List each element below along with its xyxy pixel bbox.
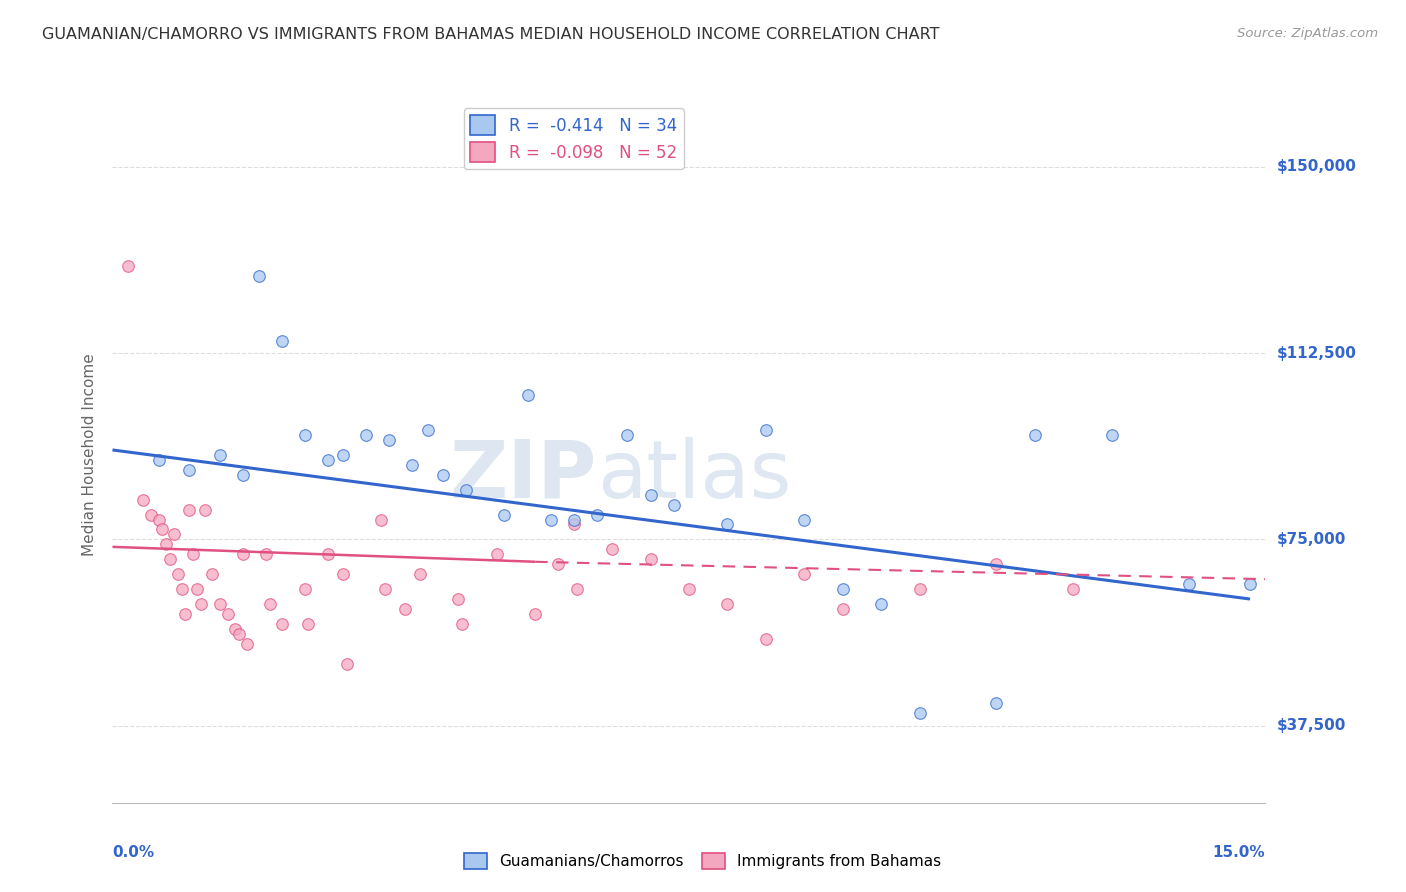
Point bbox=[755, 632, 778, 646]
Point bbox=[678, 582, 700, 596]
Point bbox=[793, 512, 815, 526]
Point bbox=[378, 433, 401, 447]
Point bbox=[524, 607, 547, 621]
Point bbox=[374, 582, 396, 596]
Point bbox=[494, 508, 516, 522]
Point bbox=[662, 498, 685, 512]
Point bbox=[831, 582, 853, 596]
Point bbox=[516, 388, 538, 402]
Point bbox=[181, 547, 204, 561]
Text: $37,500: $37,500 bbox=[1277, 718, 1346, 733]
Point bbox=[1024, 428, 1046, 442]
Point bbox=[232, 467, 254, 482]
Text: atlas: atlas bbox=[596, 437, 792, 515]
Point bbox=[540, 512, 562, 526]
Point bbox=[132, 492, 155, 507]
Point bbox=[152, 523, 174, 537]
Point bbox=[224, 622, 246, 636]
Point bbox=[600, 542, 623, 557]
Point bbox=[186, 582, 208, 596]
Point bbox=[485, 547, 508, 561]
Point bbox=[908, 706, 931, 721]
Point bbox=[163, 527, 186, 541]
Point bbox=[232, 547, 254, 561]
Point bbox=[201, 567, 224, 582]
Point bbox=[174, 607, 197, 621]
Point bbox=[1062, 582, 1084, 596]
Point bbox=[190, 597, 212, 611]
Point bbox=[908, 582, 931, 596]
Point bbox=[297, 616, 319, 631]
Point bbox=[179, 502, 201, 516]
Legend: R =  -0.414   N = 34, R =  -0.098   N = 52: R = -0.414 N = 34, R = -0.098 N = 52 bbox=[464, 109, 683, 169]
Point bbox=[716, 517, 738, 532]
Point bbox=[155, 537, 177, 551]
Point bbox=[166, 567, 188, 582]
Point bbox=[1101, 428, 1123, 442]
Point bbox=[755, 423, 778, 437]
Point bbox=[547, 558, 569, 572]
Point bbox=[332, 448, 354, 462]
Point bbox=[217, 607, 239, 621]
Point bbox=[401, 458, 423, 472]
Point bbox=[986, 697, 1008, 711]
Point bbox=[209, 597, 232, 611]
Text: $75,000: $75,000 bbox=[1277, 532, 1346, 547]
Point bbox=[451, 616, 474, 631]
Point bbox=[316, 453, 339, 467]
Point bbox=[170, 582, 193, 596]
Point bbox=[409, 567, 432, 582]
Point bbox=[194, 502, 217, 516]
Point bbox=[831, 602, 853, 616]
Point bbox=[640, 488, 662, 502]
Point bbox=[567, 582, 589, 596]
Legend: Guamanians/Chamorros, Immigrants from Bahamas: Guamanians/Chamorros, Immigrants from Ba… bbox=[458, 847, 948, 875]
Point bbox=[562, 512, 585, 526]
Point bbox=[432, 467, 454, 482]
Point bbox=[793, 567, 815, 582]
Point bbox=[259, 597, 281, 611]
Point bbox=[332, 567, 354, 582]
Point bbox=[1177, 577, 1199, 591]
Point bbox=[416, 423, 439, 437]
Point bbox=[370, 512, 392, 526]
Text: Source: ZipAtlas.com: Source: ZipAtlas.com bbox=[1237, 27, 1378, 40]
Point bbox=[247, 268, 270, 283]
Point bbox=[179, 463, 201, 477]
Text: $150,000: $150,000 bbox=[1277, 159, 1357, 174]
Point bbox=[159, 552, 181, 566]
Point bbox=[870, 597, 893, 611]
Text: 15.0%: 15.0% bbox=[1213, 845, 1265, 860]
Text: GUAMANIAN/CHAMORRO VS IMMIGRANTS FROM BAHAMAS MEDIAN HOUSEHOLD INCOME CORRELATIO: GUAMANIAN/CHAMORRO VS IMMIGRANTS FROM BA… bbox=[42, 27, 939, 42]
Point bbox=[986, 558, 1008, 572]
Point bbox=[316, 547, 339, 561]
Text: ZIP: ZIP bbox=[450, 437, 596, 515]
Text: $112,500: $112,500 bbox=[1277, 345, 1357, 360]
Point bbox=[209, 448, 232, 462]
Point bbox=[148, 512, 170, 526]
Point bbox=[1239, 577, 1261, 591]
Point bbox=[716, 597, 738, 611]
Point bbox=[336, 657, 359, 671]
Y-axis label: Median Household Income: Median Household Income bbox=[82, 353, 97, 557]
Point bbox=[117, 259, 139, 273]
Point bbox=[270, 334, 292, 348]
Point bbox=[585, 508, 607, 522]
Point bbox=[394, 602, 416, 616]
Point bbox=[354, 428, 377, 442]
Point bbox=[294, 582, 316, 596]
Point bbox=[148, 453, 170, 467]
Point bbox=[616, 428, 638, 442]
Point bbox=[454, 483, 477, 497]
Point bbox=[228, 627, 250, 641]
Point bbox=[640, 552, 662, 566]
Point bbox=[447, 592, 470, 607]
Text: 0.0%: 0.0% bbox=[112, 845, 155, 860]
Point bbox=[236, 637, 259, 651]
Point bbox=[254, 547, 277, 561]
Point bbox=[562, 517, 585, 532]
Point bbox=[139, 508, 162, 522]
Point bbox=[270, 616, 292, 631]
Point bbox=[294, 428, 316, 442]
